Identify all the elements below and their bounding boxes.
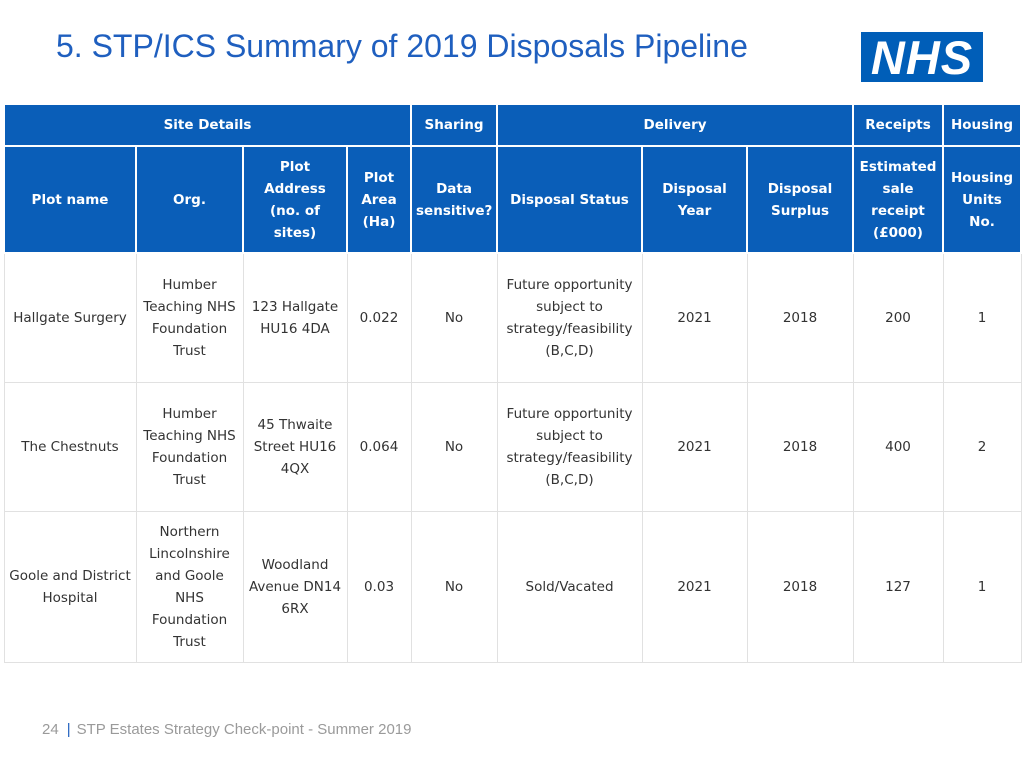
cell-units: 1 [942, 253, 1022, 383]
cell-surplus: 2018 [746, 511, 854, 663]
group-receipts: Receipts [852, 103, 945, 147]
cell-address: Woodland Avenue DN14 6RX [242, 511, 347, 663]
col-org: Org. [135, 145, 244, 254]
cell-surplus: 2018 [746, 253, 854, 383]
group-header-row: Site Details Sharing Delivery Receipts H… [2, 103, 1023, 147]
cell-org: Humber Teaching NHS Foundation Trust [135, 253, 243, 383]
group-sharing: Sharing [410, 103, 499, 147]
column-header-row: Plot name Org. Plot Address (no. of site… [3, 145, 1023, 254]
cell-year: 2021 [641, 511, 748, 663]
col-disposal-surplus: Disposal Surplus [746, 145, 855, 254]
table-row: Hallgate Surgery Humber Teaching NHS Fou… [3, 253, 1022, 383]
group-site-details: Site Details [2, 103, 413, 147]
group-delivery: Delivery [496, 103, 855, 147]
cell-year: 2021 [641, 253, 748, 383]
footer-divider: | [66, 721, 71, 738]
col-plot-address: Plot Address (no. of sites) [242, 145, 348, 254]
page-number: 24 [42, 721, 59, 738]
col-data-sensitive: Data sensitive? [410, 145, 499, 254]
slide-footer: 24 | STP Estates Strategy Check-point - Su… [42, 721, 411, 738]
cell-org: Northern Lincolnshire and Goole NHS Foun… [135, 511, 243, 663]
col-disposal-year: Disposal Year [641, 145, 749, 254]
disposals-table: Site Details Sharing Delivery Receipts H… [2, 103, 1023, 663]
cell-plot-name: The Chestnuts [3, 382, 136, 512]
cell-sensitive: No [410, 511, 498, 663]
cell-plot-name: Hallgate Surgery [3, 253, 136, 383]
table-row: Goole and District Hospital Northern Lin… [3, 511, 1022, 663]
footer-text: STP Estates Strategy Check-point - Summe… [76, 721, 412, 738]
cell-receipt: 400 [852, 382, 944, 512]
nhs-logo: NHS [861, 32, 983, 82]
cell-year: 2021 [641, 382, 748, 512]
cell-status: Future opportunity subject to strategy/f… [496, 253, 643, 383]
col-sale-receipt: Estimated sale receipt (£000) [852, 145, 945, 254]
cell-status: Sold/Vacated [496, 511, 643, 663]
cell-sensitive: No [410, 253, 498, 383]
col-plot-name: Plot name [3, 145, 137, 254]
cell-status: Future opportunity subject to strategy/f… [496, 382, 643, 512]
col-plot-area: Plot Area (Ha) [345, 145, 413, 254]
table-row: The Chestnuts Humber Teaching NHS Founda… [3, 382, 1022, 512]
cell-receipt: 200 [852, 253, 944, 383]
cell-area: 0.022 [346, 253, 412, 383]
cell-area: 0.064 [346, 382, 412, 512]
cell-org: Humber Teaching NHS Foundation Trust [135, 382, 243, 512]
cell-sensitive: No [410, 382, 498, 512]
cell-plot-name: Goole and District Hospital [3, 511, 136, 663]
col-disposal-status: Disposal Status [496, 145, 644, 254]
cell-address: 123 Hallgate HU16 4DA [242, 253, 347, 383]
cell-receipt: 127 [852, 511, 944, 663]
group-housing: Housing [942, 103, 1023, 147]
slide-title: 5. STP/ICS Summary of 2019 Disposals Pip… [56, 28, 748, 64]
cell-units: 2 [942, 382, 1022, 512]
cell-units: 1 [942, 511, 1022, 663]
cell-area: 0.03 [346, 511, 412, 663]
cell-address: 45 Thwaite Street HU16 4QX [242, 382, 347, 512]
col-housing-units: Housing Units No. [942, 145, 1023, 254]
cell-surplus: 2018 [746, 382, 854, 512]
